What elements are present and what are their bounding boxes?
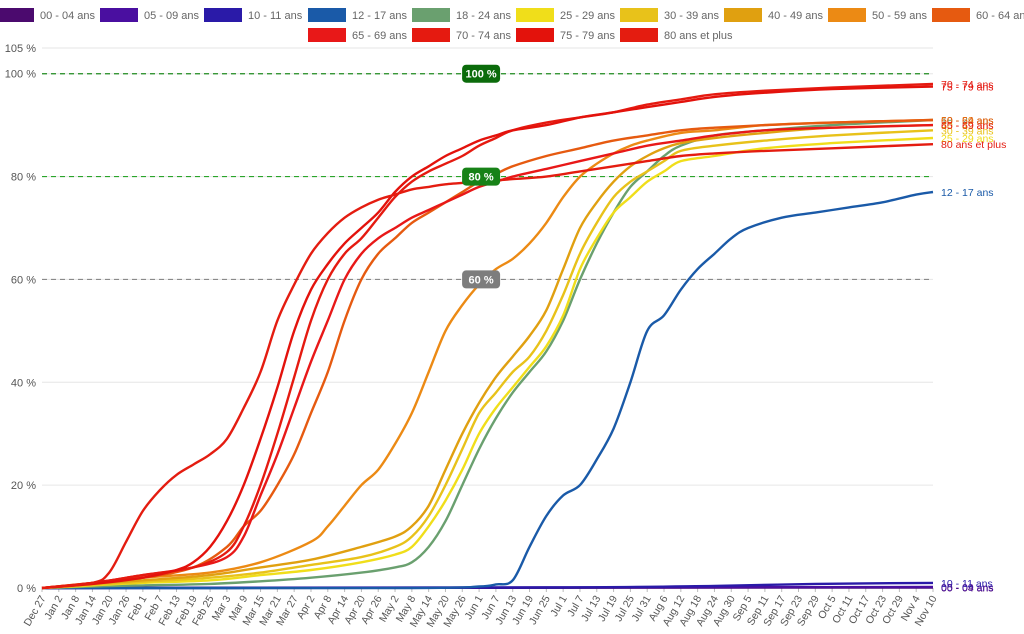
y-tick-label: 0 % — [17, 583, 36, 595]
legend-label: 80 ans et plus — [664, 30, 733, 42]
series-line — [41, 85, 934, 590]
reference-badge: 80 % — [462, 167, 501, 186]
y-tick-label: 60 % — [11, 274, 36, 286]
series-line — [41, 190, 934, 590]
reference-badges: 100 % 80 % 60 % — [462, 64, 501, 289]
series-line — [41, 82, 934, 590]
legend-swatch — [308, 28, 346, 42]
series-end-label: 80 ans et plus — [941, 139, 1006, 151]
series-end-label: 75 - 79 ans — [941, 82, 994, 94]
series-end-label: 30 - 39 ans — [941, 125, 994, 137]
legend-item[interactable]: 70 - 74 ans — [412, 28, 512, 42]
legend-swatch — [412, 28, 450, 42]
series-end-label: 25 - 29 ans — [941, 133, 994, 145]
legend-swatch — [308, 8, 346, 22]
series-end-label: 18 - 24 ans — [941, 115, 994, 127]
series-line — [41, 118, 934, 590]
legend-swatch — [724, 8, 762, 22]
legend-item[interactable]: 18 - 24 ans — [412, 8, 512, 22]
legend: 00 - 04 ans 05 - 09 ans 10 - 11 ans 12 - 17… — [0, 8, 1024, 42]
legend-label: 40 - 49 ans — [768, 10, 824, 22]
series-line — [41, 129, 934, 590]
legend-swatch — [0, 8, 34, 22]
legend-label: 70 - 74 ans — [456, 30, 512, 42]
series-end-label: 60 - 64 ans — [941, 115, 994, 127]
series-line — [41, 136, 934, 590]
legend-swatch — [828, 8, 866, 22]
legend-label: 60 - 64 ans — [976, 10, 1024, 22]
reference-badge: 60 % — [462, 270, 501, 289]
y-tick-label: 100 % — [5, 69, 36, 81]
reference-badge: 100 % — [462, 64, 501, 83]
reference-badge-bg — [462, 64, 501, 83]
series-end-label: 70 - 74 ans — [941, 79, 994, 91]
legend-swatch — [412, 8, 450, 22]
legend-label: 25 - 29 ans — [560, 10, 616, 22]
series-line — [41, 123, 934, 590]
legend-label: 30 - 39 ans — [664, 10, 720, 22]
y-tick-label: 20 % — [11, 480, 36, 492]
legend-swatch — [516, 28, 554, 42]
legend-item[interactable]: 12 - 17 ans — [308, 8, 408, 22]
y-tick-label: 40 % — [11, 377, 36, 389]
reference-badge-label: 80 % — [469, 172, 494, 184]
legend-item[interactable]: 10 - 11 ans — [204, 8, 303, 22]
legend-label: 65 - 69 ans — [352, 30, 408, 42]
legend-swatch — [204, 8, 242, 22]
legend-label: 05 - 09 ans — [144, 10, 200, 22]
legend-item[interactable]: 25 - 29 ans — [516, 8, 616, 22]
legend-item[interactable]: 75 - 79 ans — [516, 28, 616, 42]
legend-swatch — [516, 8, 554, 22]
series-end-label: 40 - 49 ans — [941, 120, 994, 132]
legend-item[interactable]: 65 - 69 ans — [308, 28, 408, 42]
y-tick-label: 105 % — [5, 43, 36, 55]
series-end-label: 65 - 69 ans — [941, 120, 994, 132]
legend-item[interactable]: 60 - 64 ans — [932, 8, 1024, 22]
legend-label: 75 - 79 ans — [560, 30, 616, 42]
legend-item[interactable]: 50 - 59 ans — [828, 8, 928, 22]
legend-item[interactable]: 40 - 49 ans — [724, 8, 824, 22]
reference-badge-label: 60 % — [469, 274, 494, 286]
series-end-label: 50 - 59 ans — [941, 115, 994, 127]
legend-label: 10 - 11 ans — [248, 10, 303, 22]
legend-item[interactable]: 05 - 09 ans — [100, 8, 200, 22]
legend-label: 50 - 59 ans — [872, 10, 928, 22]
series-end-label: 00 - 04 ans — [941, 582, 994, 594]
series-end-label: 05 - 09 ans — [941, 582, 994, 594]
series-end-label: 10 - 11 ans — [941, 578, 993, 590]
series-end-label: 12 - 17 ans — [941, 187, 994, 199]
legend-swatch — [100, 8, 138, 22]
legend-label: 00 - 04 ans — [40, 10, 96, 22]
legend-label: 12 - 17 ans — [352, 10, 408, 22]
reference-badge-bg — [462, 270, 501, 289]
y-axis: 0 % 20 % 40 % 60 % 80 % 100 % 105 % — [5, 43, 36, 595]
series-lines — [41, 82, 934, 590]
legend-swatch — [932, 8, 970, 22]
reference-badge-bg — [462, 167, 501, 186]
series-line — [41, 118, 934, 590]
legend-item[interactable]: 00 - 04 ans — [0, 8, 96, 22]
legend-swatch — [620, 28, 658, 42]
y-tick-label: 80 % — [11, 172, 36, 184]
x-tick-label: Jul 1 — [548, 593, 570, 618]
legend-label: 18 - 24 ans — [456, 10, 512, 22]
legend-swatch — [620, 8, 658, 22]
series-line — [41, 118, 934, 590]
legend-item[interactable]: 30 - 39 ans — [620, 8, 720, 22]
reference-badge-label: 100 % — [465, 69, 496, 81]
series-line — [41, 143, 934, 590]
legend-item[interactable]: 80 ans et plus — [620, 28, 733, 42]
series-line — [41, 123, 934, 590]
